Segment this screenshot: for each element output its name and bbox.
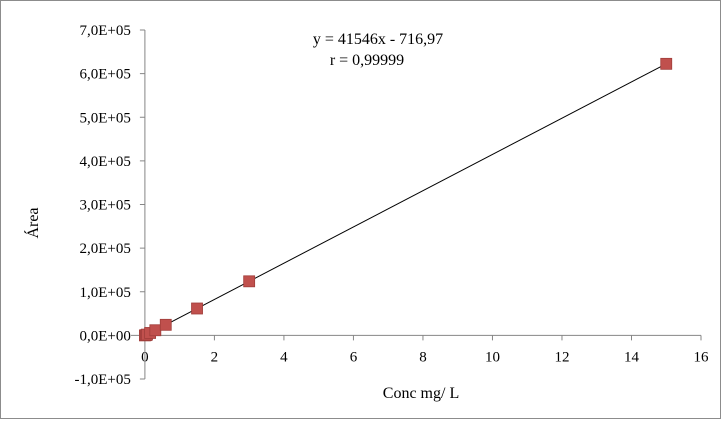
x-tick-label: 16 — [694, 349, 710, 365]
y-axis-ticks: -1,0E+05 0,0E+00 1,0E+05 2,0E+05 3,0E+05 4,0E… — [75, 23, 145, 388]
x-tick-label: 8 — [419, 349, 427, 365]
x-tick-label: 10 — [485, 349, 500, 365]
correlation-coefficient: r = 0,99999 — [330, 52, 404, 69]
y-tick-label: 4,0E+05 — [80, 154, 131, 170]
x-tick-label: 6 — [350, 349, 358, 365]
data-point — [191, 302, 203, 315]
data-point — [149, 324, 162, 337]
trendline — [144, 63, 667, 337]
y-tick-label: 2,0E+05 — [80, 241, 131, 257]
y-tick-label: 5,0E+05 — [80, 110, 131, 126]
x-tick-label: 12 — [554, 349, 569, 365]
y-tick-label: 0,0E+00 — [80, 328, 131, 344]
x-axis-title: Conc mg/ L — [383, 385, 459, 402]
y-axis-title: Área — [23, 207, 42, 238]
x-tick-label: 4 — [280, 349, 288, 365]
y-tick-label: 1,0E+05 — [80, 285, 131, 301]
x-tick-label: 2 — [211, 349, 219, 365]
y-tick-label: -1,0E+05 — [75, 372, 131, 388]
data-point — [159, 318, 172, 331]
y-tick-label: 6,0E+05 — [80, 67, 131, 83]
y-tick-label: 3,0E+05 — [80, 198, 131, 214]
x-tick-label: 14 — [624, 349, 640, 365]
data-point — [243, 275, 256, 288]
trendline-equation: y = 41546x - 716,97 — [313, 31, 443, 48]
data-point — [660, 57, 673, 70]
data-points — [139, 57, 673, 342]
x-axis-ticks: 0246810121416 — [141, 335, 709, 365]
y-tick-label: 7,0E+05 — [80, 23, 131, 39]
